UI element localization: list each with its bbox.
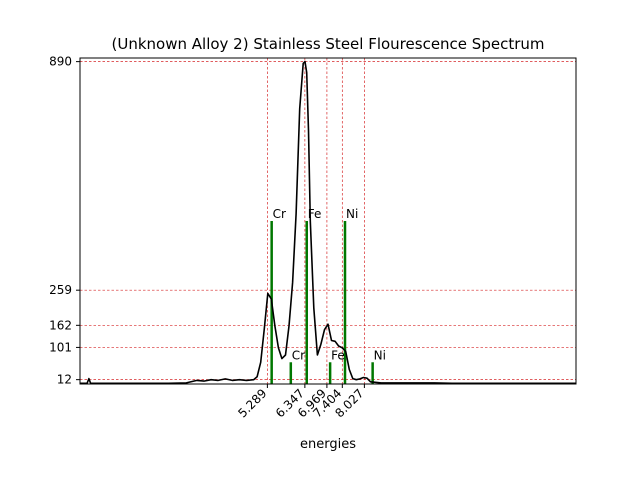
peak-marker-label: Fe bbox=[331, 348, 345, 362]
y-tick-label: 12 bbox=[57, 373, 72, 387]
peak-marker-labels: Cr Cr Fe Fe Ni Ni bbox=[273, 207, 386, 362]
peak-marker-label: Cr bbox=[273, 207, 286, 221]
y-tick-label: 162 bbox=[49, 318, 72, 332]
peak-marker-label: Ni bbox=[374, 348, 386, 362]
series-layer bbox=[80, 60, 576, 385]
spectrum-line bbox=[80, 60, 576, 385]
y-tick-label: 890 bbox=[49, 55, 72, 69]
chart-title: (Unknown Alloy 2) Stainless Steel Floure… bbox=[112, 35, 545, 53]
y-tick-label: 259 bbox=[49, 283, 72, 297]
x-axis-label: energies bbox=[300, 437, 356, 452]
peak-marker-label: Cr bbox=[292, 348, 305, 362]
plot-frame bbox=[79, 57, 577, 385]
peak-marker-label: Fe bbox=[308, 207, 322, 221]
peak-marker-label: Ni bbox=[346, 207, 358, 221]
y-tick-label: 101 bbox=[49, 340, 72, 354]
y-axis-ticks: 12 101 162 259 890 bbox=[49, 55, 80, 387]
